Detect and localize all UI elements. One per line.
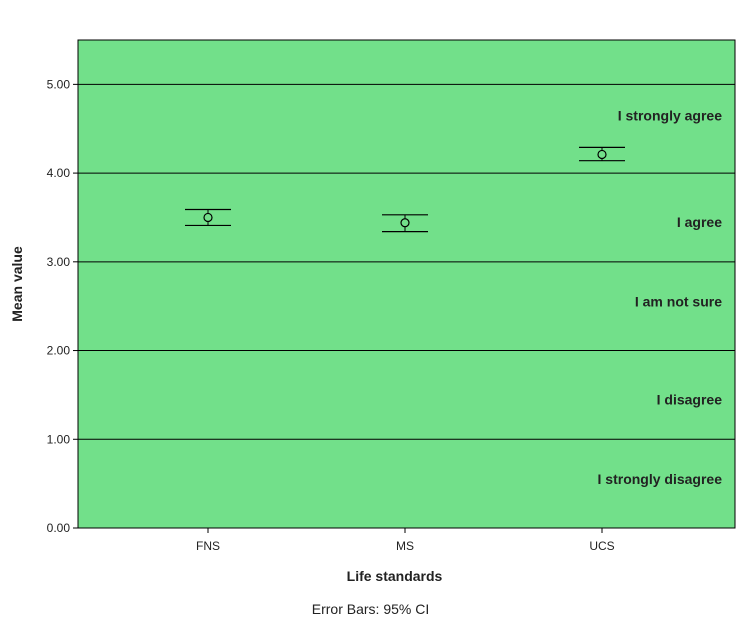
- zone-label: I am not sure: [635, 294, 722, 310]
- y-tick-label: 2.00: [47, 344, 71, 358]
- zone-label: I strongly disagree: [598, 471, 723, 487]
- error-bar-note: Error Bars: 95% CI: [312, 601, 429, 617]
- zone-label: I strongly agree: [618, 107, 722, 123]
- zone-labels: I strongly disagree I disagree I am not su…: [598, 107, 723, 487]
- gridlines: [78, 83, 735, 440]
- x-axis-title: Life standards: [347, 568, 443, 584]
- y-axis-title: Mean value: [9, 246, 25, 322]
- zone-label: I agree: [677, 214, 722, 230]
- y-tick-label: 1.00: [47, 432, 71, 446]
- plot-area: [77, 39, 736, 529]
- zone-label: I disagree: [657, 391, 723, 407]
- error-bar-ms: [382, 214, 428, 233]
- y-tick-label: 5.00: [47, 77, 71, 91]
- x-tick-label: FNS: [196, 539, 220, 553]
- x-axis: FNS MS UCS: [196, 528, 615, 553]
- error-bars: [185, 146, 625, 233]
- mean-marker: [597, 149, 607, 160]
- error-bar-ucs: [579, 146, 625, 162]
- y-tick-label: 4.00: [47, 166, 71, 180]
- y-tick-label: 0.00: [47, 521, 71, 535]
- error-bar-fns: [185, 208, 231, 227]
- mean-marker: [203, 212, 213, 223]
- mean-marker: [400, 218, 410, 228]
- y-tick-label: 3.00: [47, 255, 71, 269]
- x-tick-label: MS: [396, 539, 414, 553]
- x-tick-label: UCS: [589, 539, 614, 553]
- y-axis: 0.00 1.00 2.00 3.00 4.00 5.00: [47, 77, 78, 535]
